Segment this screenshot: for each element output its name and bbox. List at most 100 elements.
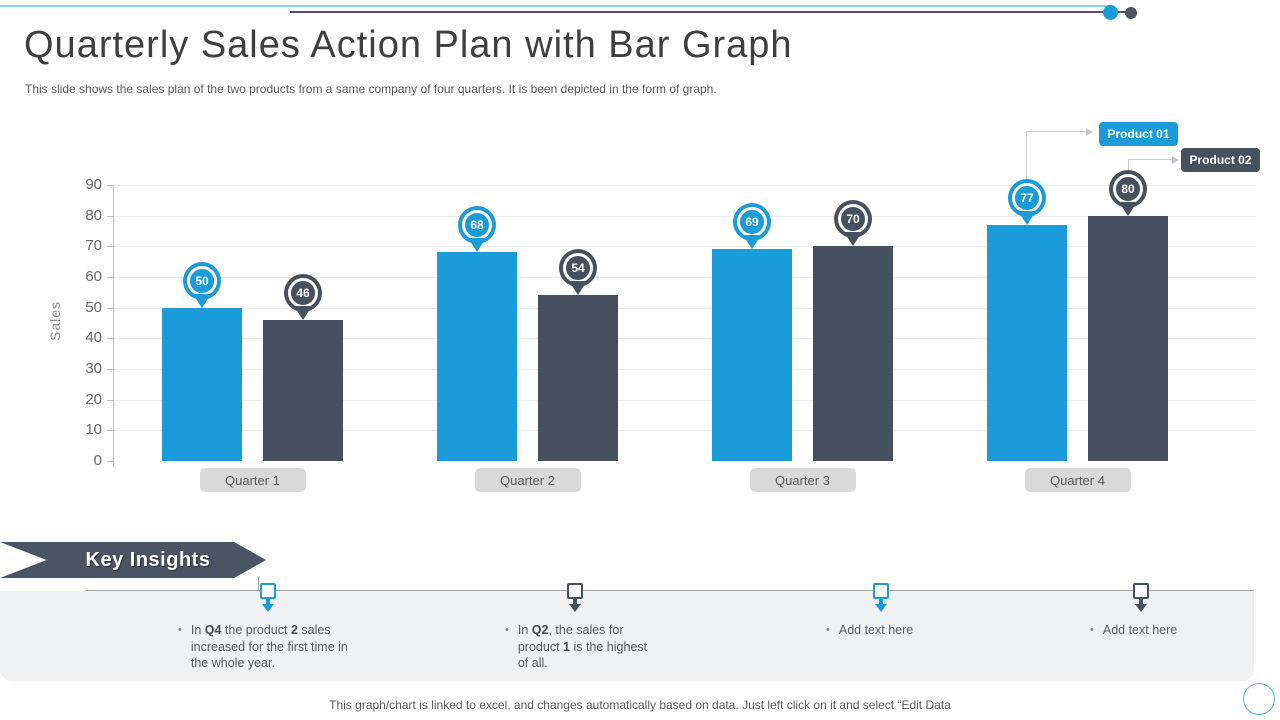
data-label-pin: 80 xyxy=(1109,169,1147,216)
gridline xyxy=(113,307,1256,309)
gridline xyxy=(113,185,1256,186)
timeline-marker xyxy=(260,583,276,599)
footer-circle-decoration xyxy=(1243,683,1275,715)
data-label-value: 68 xyxy=(462,210,492,241)
timeline-marker-arrow xyxy=(875,604,887,612)
data-label-pin: 50 xyxy=(183,261,221,308)
timeline-marker-stem xyxy=(879,599,883,604)
insight-item: • Add text here xyxy=(826,622,966,639)
timeline-marker-stem xyxy=(573,599,577,604)
y-axis-tick xyxy=(107,430,113,432)
bullet-dot: • xyxy=(1090,624,1094,636)
y-tick-label: 0 xyxy=(93,452,102,469)
legend-connector-arrow xyxy=(1172,156,1179,164)
y-tick-label: 40 xyxy=(85,329,102,347)
bar-product02-q1 xyxy=(263,319,343,461)
y-tick-label: 10 xyxy=(85,421,102,439)
top-accent-line-dark xyxy=(290,11,1132,13)
data-label-pin: 77 xyxy=(1008,178,1046,225)
y-tick-label: 80 xyxy=(85,206,102,224)
bar-chart: 0 10 20 30 40 50 60 70 80 90 Sales 50 68 69 77 46 54 70 80… xyxy=(0,110,1280,500)
data-label-pin: 46 xyxy=(284,273,322,320)
data-label-value: 46 xyxy=(288,277,318,308)
bullet-dot: • xyxy=(826,624,830,636)
insight-text: Add text here xyxy=(1102,623,1178,637)
y-axis-title: Sales xyxy=(47,300,63,342)
pin-pointer xyxy=(743,235,761,250)
pin-pointer xyxy=(1119,201,1137,216)
pin-pointer xyxy=(193,293,211,308)
legend-connector-arrow xyxy=(1086,128,1093,136)
timeline-marker-arrow xyxy=(1135,604,1147,612)
data-label-pin: 69 xyxy=(733,203,771,250)
timeline-marker-arrow xyxy=(569,604,581,612)
data-label-pin: 54 xyxy=(559,249,597,296)
legend-connector-line xyxy=(1026,131,1027,179)
y-axis-tick xyxy=(107,461,113,462)
gridline xyxy=(113,338,1256,340)
timeline-marker-arrow xyxy=(262,604,274,612)
page-subtitle: This slide shows the sales plan of the t… xyxy=(25,82,717,96)
bar-product01-q2 xyxy=(437,252,517,461)
data-label-value: 50 xyxy=(187,265,217,296)
top-dot-dark xyxy=(1125,7,1137,19)
gridline xyxy=(113,369,1256,370)
y-tick-label: 60 xyxy=(85,268,102,285)
banner-connector-line xyxy=(258,577,259,591)
bar-product02-q2 xyxy=(538,295,618,461)
y-axis-tick xyxy=(107,246,113,248)
category-label: Quarter 4 xyxy=(1024,468,1131,492)
y-tick-label: 50 xyxy=(85,298,102,316)
gridline xyxy=(113,399,1256,401)
legend-connector-line xyxy=(1026,131,1086,132)
key-insights-banner: Key Insights xyxy=(0,542,266,578)
insight-item: • Add text here xyxy=(1090,622,1220,639)
y-axis-tick xyxy=(107,307,113,309)
y-axis-line xyxy=(113,185,114,467)
data-label-value: 69 xyxy=(737,207,767,238)
legend-connector-line xyxy=(1128,159,1129,170)
bullet-dot: • xyxy=(505,624,509,636)
legend-product-02: Product 02 xyxy=(1181,148,1260,172)
top-accent-line-cyan xyxy=(0,5,1112,7)
insights-timeline xyxy=(85,590,1254,591)
pin-pointer xyxy=(468,238,486,253)
data-label-pin: 68 xyxy=(458,206,496,253)
y-axis-tick xyxy=(107,338,113,340)
gridline xyxy=(113,430,1256,432)
y-axis-tick xyxy=(107,399,113,401)
y-axis-tick xyxy=(107,277,113,278)
gridline xyxy=(113,277,1256,278)
bar-product02-q4 xyxy=(1088,215,1168,461)
bar-product01-q3 xyxy=(712,249,792,461)
y-tick-label: 20 xyxy=(85,390,102,408)
insight-text: In Q4 the product 2 sales increased for … xyxy=(190,623,348,670)
timeline-marker xyxy=(567,583,583,599)
insight-item: • In Q4 the product 2 sales increased for… xyxy=(178,622,368,672)
timeline-marker-stem xyxy=(266,599,270,604)
gridline xyxy=(113,215,1256,217)
insight-text: In Q2, the sales for product 1 is the hi… xyxy=(517,623,648,670)
timeline-marker-stem xyxy=(1139,599,1143,604)
category-label: Quarter 2 xyxy=(474,468,581,492)
insights-panel xyxy=(0,591,1254,681)
pin-pointer xyxy=(569,281,587,296)
y-tick-label: 90 xyxy=(85,176,102,193)
pin-pointer xyxy=(294,305,312,320)
timeline-marker xyxy=(1133,583,1149,599)
insight-item: • In Q2, the sales for product 1 is the h… xyxy=(505,622,655,672)
y-axis-tick xyxy=(107,215,113,217)
page-title: Quarterly Sales Action Plan with Bar Gra… xyxy=(24,24,793,66)
bar-product02-q3 xyxy=(813,246,893,461)
bar-product01-q4 xyxy=(987,224,1067,461)
pin-pointer xyxy=(1018,210,1036,225)
data-label-value: 77 xyxy=(1012,182,1042,213)
footer-note: This graph/chart is linked to excel, and… xyxy=(329,698,951,712)
bullet-dot: • xyxy=(178,624,182,636)
y-axis-tick xyxy=(107,369,113,370)
y-tick-label: 70 xyxy=(85,237,102,255)
timeline-marker xyxy=(873,583,889,599)
y-tick-label: 30 xyxy=(85,360,102,377)
data-label-value: 70 xyxy=(838,204,868,235)
